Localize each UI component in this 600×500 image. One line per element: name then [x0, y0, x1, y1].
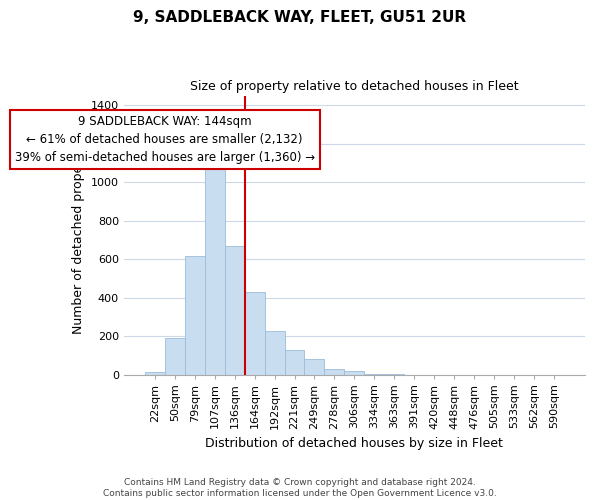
Text: Contains HM Land Registry data © Crown copyright and database right 2024.
Contai: Contains HM Land Registry data © Crown c…: [103, 478, 497, 498]
Bar: [284, 350, 304, 374]
Title: Size of property relative to detached houses in Fleet: Size of property relative to detached ho…: [190, 80, 519, 93]
Bar: [265, 331, 284, 374]
Bar: [245, 292, 265, 374]
Bar: [304, 359, 325, 374]
Bar: [325, 368, 344, 374]
Bar: [205, 163, 224, 374]
Bar: [344, 370, 364, 374]
Bar: [165, 338, 185, 374]
Bar: [145, 372, 165, 374]
Bar: [224, 246, 245, 374]
Text: 9 SADDLEBACK WAY: 144sqm
← 61% of detached houses are smaller (2,132)
39% of sem: 9 SADDLEBACK WAY: 144sqm ← 61% of detach…: [14, 115, 315, 164]
Bar: [185, 256, 205, 374]
Text: 9, SADDLEBACK WAY, FLEET, GU51 2UR: 9, SADDLEBACK WAY, FLEET, GU51 2UR: [133, 10, 467, 25]
X-axis label: Distribution of detached houses by size in Fleet: Distribution of detached houses by size …: [205, 437, 503, 450]
Y-axis label: Number of detached properties: Number of detached properties: [72, 136, 85, 334]
